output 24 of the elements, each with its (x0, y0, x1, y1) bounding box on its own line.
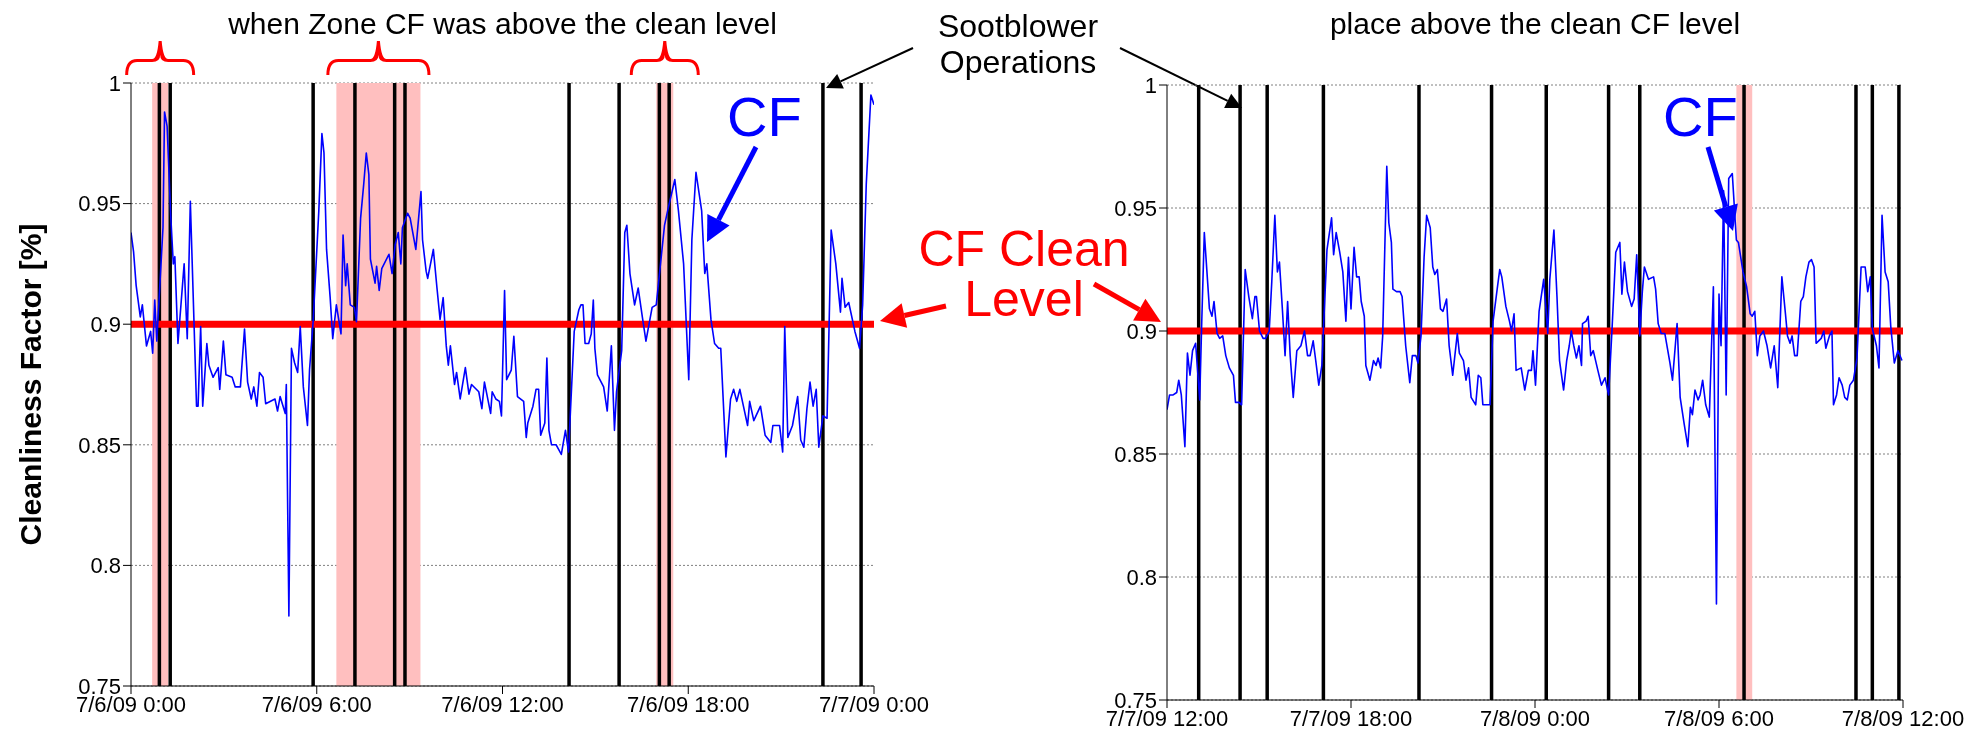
y-tick-label: 1 (1144, 72, 1157, 98)
x-tick-label: 7/7/09 18:00 (1289, 705, 1413, 731)
y-tick-label: 0.85 (78, 432, 121, 458)
x-tick-label: 7/7/09 0:00 (818, 691, 930, 717)
y-tick-label: 0.9 (90, 312, 121, 338)
chart-title: place above the clean CF level (1328, 7, 1742, 40)
text: Sootblower Operations (936, 8, 1100, 80)
series-label: CF (1663, 85, 1738, 148)
y-tick-label: 0.8 (90, 553, 121, 579)
y-tick-label: 0.95 (1114, 195, 1157, 221)
y-tick-label: 0.8 (1126, 564, 1157, 590)
x-tick-label: 7/6/09 6:00 (261, 691, 372, 717)
y-axis-title: Cleanliness Factor [%] (13, 223, 47, 546)
x-tick-label: 7/8/09 6:00 (1663, 705, 1775, 731)
y-tick-label: 0.9 (1126, 318, 1157, 344)
y-tick-label: 1 (108, 70, 121, 96)
x-tick-label: 7/8/09 0:00 (1479, 705, 1591, 731)
x-tick-label: 7/6/09 18:00 (627, 691, 750, 717)
x-tick-label: 7/6/09 12:00 (441, 691, 564, 717)
y-tick-label: 0.95 (78, 191, 121, 217)
y-tick-label: 0.85 (1114, 441, 1157, 467)
x-tick-label: 7/8/09 12:00 (1841, 705, 1965, 731)
series-label: CF (727, 85, 802, 148)
chart-title: when Zone CF was above the clean level (227, 7, 778, 40)
